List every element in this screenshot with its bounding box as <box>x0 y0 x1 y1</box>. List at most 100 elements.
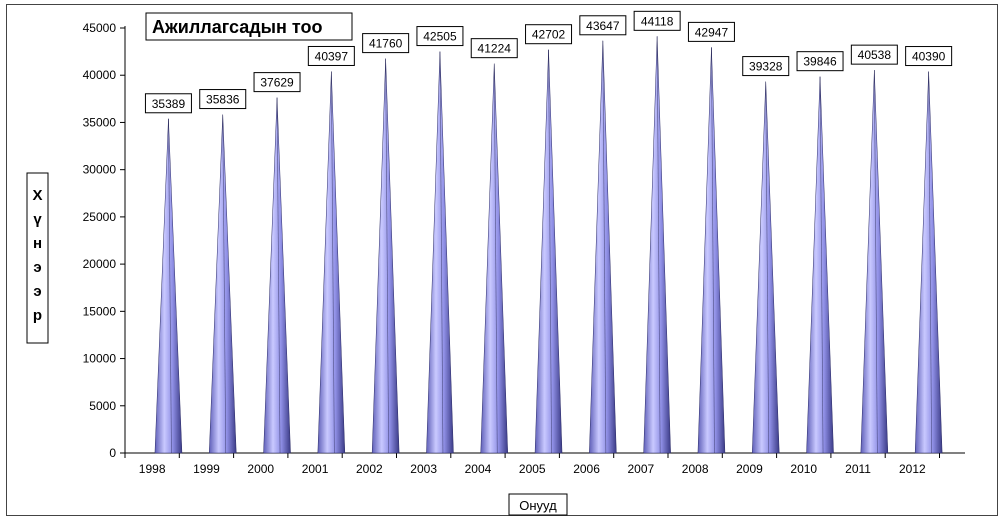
bar <box>914 71 943 454</box>
bar-shade <box>656 36 661 454</box>
bar-shade <box>168 118 172 454</box>
x-axis-label: Онууд <box>519 498 557 513</box>
bar-shade <box>874 70 878 454</box>
x-tick-label: 2009 <box>736 462 763 476</box>
y-tick-label: 30000 <box>83 163 117 177</box>
bar-shade <box>711 47 715 454</box>
x-tick-label: 2000 <box>247 462 274 476</box>
bar-shade <box>222 114 227 454</box>
bar <box>806 76 834 454</box>
bar <box>480 63 508 454</box>
data-label: 42947 <box>695 25 729 39</box>
data-label: 39328 <box>749 60 783 74</box>
bar-shade <box>493 63 498 454</box>
data-label-box <box>905 46 953 67</box>
data-label: 44118 <box>641 14 674 28</box>
x-tick-label: 2001 <box>302 462 329 476</box>
bar-shade <box>385 58 389 454</box>
data-label-box <box>307 45 355 66</box>
bar <box>426 51 454 454</box>
data-label-box <box>579 15 627 36</box>
y-axis-label-char: р <box>33 307 42 324</box>
x-axis: 1998 1999 2000 2001 2002 2003 2004 2005 2006 2007… <box>124 452 965 476</box>
bar <box>751 81 780 454</box>
data-label-box <box>633 10 681 31</box>
data-label-box <box>687 21 735 42</box>
y-tick-label: 0 <box>109 446 116 460</box>
x-tick-label: 2005 <box>519 462 546 476</box>
bar-shade <box>928 71 932 454</box>
y-tick-label: 25000 <box>83 210 117 224</box>
data-label-box <box>416 26 464 47</box>
y-axis-label-char: э <box>33 259 41 276</box>
y-tick-label: 15000 <box>83 304 117 318</box>
data-label: 35389 <box>152 97 186 111</box>
chart-title-box: Ажиллагсадын тоо <box>145 12 353 41</box>
x-tick-label: 2007 <box>627 462 654 476</box>
y-tick-label: 10000 <box>83 352 117 366</box>
data-label: 40538 <box>858 48 892 62</box>
y-tick-label: 45000 <box>83 21 117 35</box>
y-axis-label-char: Х <box>32 187 42 204</box>
bar-shade <box>765 81 770 454</box>
bar <box>317 71 346 454</box>
data-label: 43647 <box>586 19 620 33</box>
y-axis-label-char: н <box>33 235 42 252</box>
data-label-box <box>362 33 410 54</box>
bar <box>697 47 726 454</box>
bar <box>371 58 400 454</box>
x-tick-label: 1999 <box>193 462 220 476</box>
data-label-box <box>253 72 301 93</box>
bar <box>589 40 617 454</box>
x-tick-label: 2008 <box>682 462 709 476</box>
bars <box>154 36 943 454</box>
x-tick-label: 2010 <box>790 462 817 476</box>
data-label: 37629 <box>260 76 294 90</box>
data-label: 39846 <box>803 55 837 69</box>
bar <box>534 49 563 454</box>
data-label-box <box>742 56 790 77</box>
bar-shade <box>439 51 444 454</box>
data-label: 42702 <box>532 28 566 42</box>
bar-shade <box>276 97 281 454</box>
data-label: 42505 <box>423 30 457 44</box>
bar <box>263 97 291 454</box>
data-label-box <box>144 93 192 114</box>
x-tick-label: 2004 <box>465 462 492 476</box>
data-labels: 35389 35836 37629 40397 41760 42505 41224 42702… <box>144 10 953 114</box>
chart-title: Ажиллагсадын тоо <box>152 17 322 37</box>
x-tick-label: 2011 <box>845 462 871 476</box>
data-label: 41760 <box>369 37 403 51</box>
bar <box>154 118 183 454</box>
y-tick-label: 20000 <box>83 257 117 271</box>
x-axis-label-box: Онууд <box>508 493 568 516</box>
y-axis-label-char: ү <box>33 211 42 228</box>
data-label-box <box>796 51 844 72</box>
x-tick-label: 2003 <box>410 462 437 476</box>
bar <box>860 70 889 454</box>
y-tick-label: 35000 <box>83 115 117 129</box>
bar-shade <box>602 40 607 454</box>
bar-shade <box>819 76 824 454</box>
x-tick-label: 1998 <box>139 462 166 476</box>
bar <box>643 36 671 454</box>
data-label: 40397 <box>315 49 349 63</box>
y-axis: 0 5000 10000 15000 20000 25000 30000 35000 40000… <box>83 21 126 460</box>
data-label: 41224 <box>478 42 512 56</box>
data-label-box <box>199 89 247 110</box>
x-tick-label: 2006 <box>573 462 600 476</box>
bar-shade <box>548 49 552 454</box>
bar <box>208 114 237 454</box>
data-label: 35836 <box>206 93 240 107</box>
data-label: 40390 <box>912 50 946 64</box>
bar-shade <box>331 71 335 454</box>
y-tick-label: 40000 <box>83 68 117 82</box>
data-label-box <box>850 44 898 65</box>
x-tick-label: 2012 <box>899 462 926 476</box>
data-label-box <box>525 24 573 45</box>
data-label-box <box>470 38 518 59</box>
chart-frame <box>6 4 998 516</box>
